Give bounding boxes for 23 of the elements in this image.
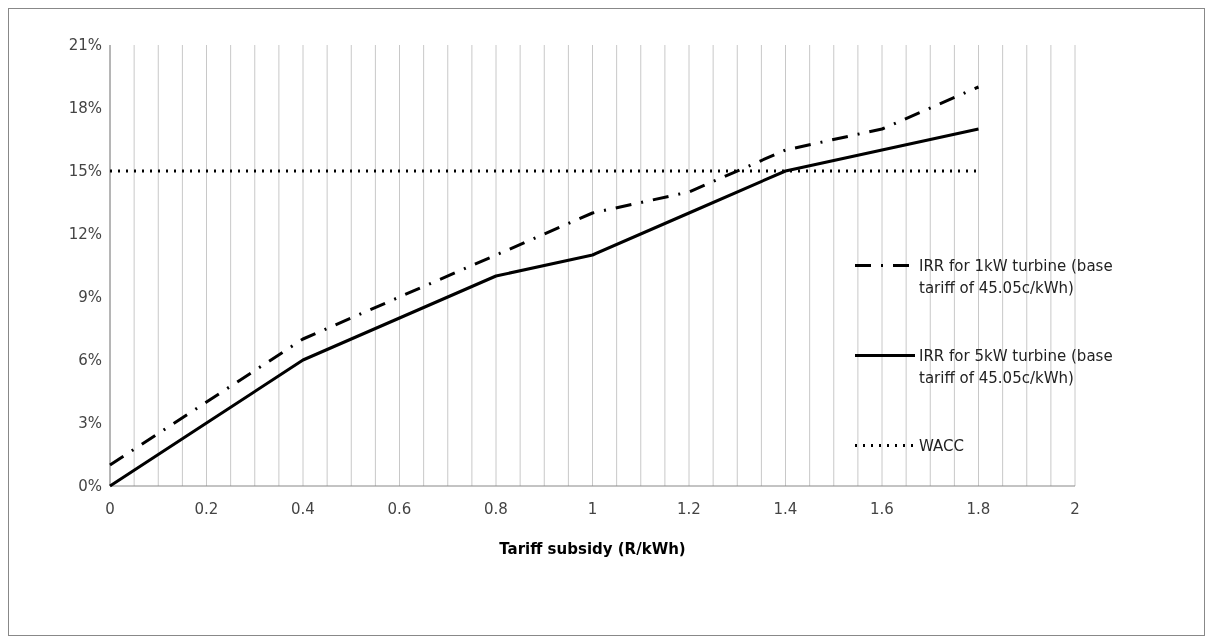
legend-label: WACC	[919, 436, 964, 455]
x-tick-label: 0.2	[194, 500, 219, 518]
x-tick-label: 1	[587, 500, 598, 518]
y-tick-label: 3%	[78, 414, 102, 433]
x-tick-label: 0.4	[291, 500, 315, 518]
x-tick-label: 1.6	[870, 500, 894, 518]
y-tick-label: 9%	[78, 288, 102, 307]
x-tick-label: 0.8	[484, 500, 508, 518]
y-tick-label: 12%	[68, 225, 102, 244]
x-tick-label: 1.4	[773, 500, 798, 518]
x-tick-label: 1.8	[966, 500, 991, 518]
x-tick-label: 1.2	[677, 500, 701, 518]
y-tick-label: 15%	[68, 162, 102, 181]
y-tick-label: 18%	[68, 99, 102, 118]
x-tick-label: 2	[1070, 500, 1080, 518]
x-axis-title: Tariff subsidy (R/kWh)	[499, 540, 686, 558]
legend-label: IRR for 1kW turbine (base tariff of 45.05c/kWh)	[919, 256, 1113, 298]
legend-label: IRR for 5kW turbine (base tariff of 45.05c/kWh)	[919, 346, 1113, 388]
y-tick-label: 0%	[78, 477, 102, 496]
y-tick-label: 21%	[68, 36, 102, 55]
x-tick-label: 0	[105, 500, 115, 518]
y-tick-label: 6%	[78, 351, 102, 370]
x-tick-label: 0.6	[387, 500, 412, 518]
